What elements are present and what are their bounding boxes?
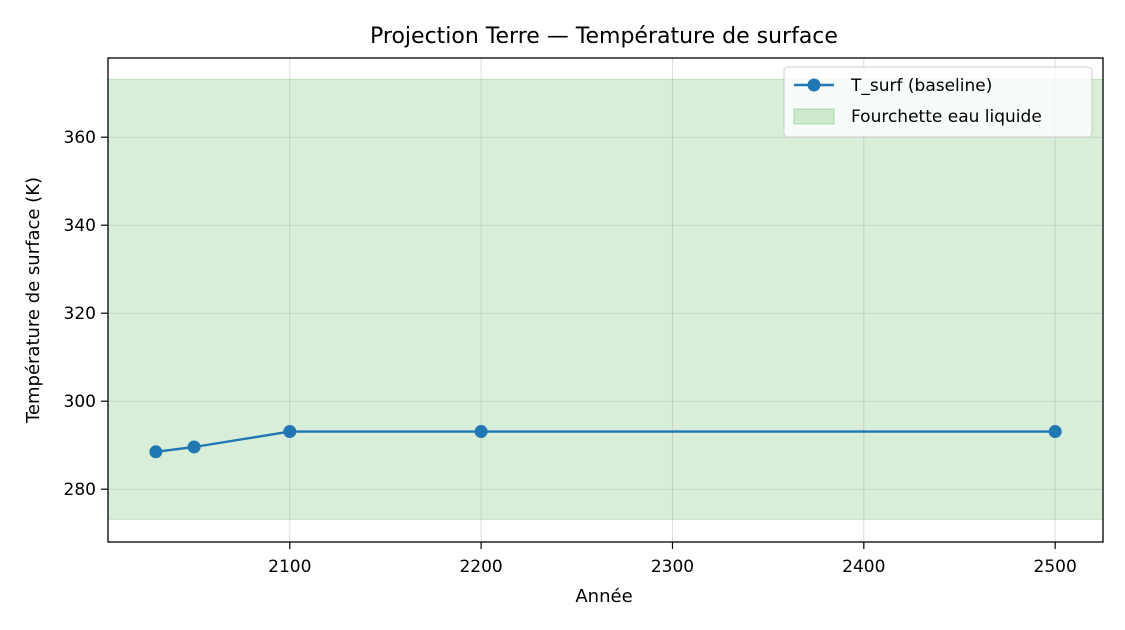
x-tick-label: 2400 (842, 557, 885, 577)
data-point (149, 445, 163, 459)
chart-title: Projection Terre — Température de surfac… (370, 24, 838, 49)
series-layer (149, 425, 1062, 459)
legend-label: Fourchette eau liquide (851, 107, 1042, 127)
y-tick-label: 300 (64, 392, 96, 412)
y-tick-label: 280 (64, 480, 96, 500)
legend-label: T_surf (baseline) (850, 76, 992, 96)
legend-marker-swatch (807, 78, 821, 92)
y-axis: 280 300 320 340 360 (64, 128, 108, 500)
y-tick-label: 320 (64, 304, 96, 324)
data-point (474, 425, 488, 439)
x-tick-label: 2500 (1034, 557, 1077, 577)
legend-band-swatch (793, 108, 835, 125)
x-axis: 2100 2200 2300 2400 2500 (268, 542, 1077, 577)
x-tick-label: 2200 (459, 557, 502, 577)
liquid-water-band (107, 78, 1104, 520)
x-tick-label: 2300 (651, 557, 694, 577)
legend: T_surf (baseline) Fourchette eau liquide (783, 66, 1093, 138)
liquid-water-band-layer (107, 78, 1104, 520)
y-tick-label: 360 (64, 128, 96, 148)
data-point (1048, 425, 1062, 439)
y-tick-label: 340 (64, 216, 96, 236)
data-point (187, 440, 201, 454)
x-axis-label: Année (575, 586, 632, 607)
x-tick-label: 2100 (268, 557, 311, 577)
data-point (283, 425, 297, 439)
y-axis-label: Température de surface (K) (23, 177, 44, 424)
plot-frame (107, 57, 1104, 543)
legend-box (783, 66, 1093, 138)
